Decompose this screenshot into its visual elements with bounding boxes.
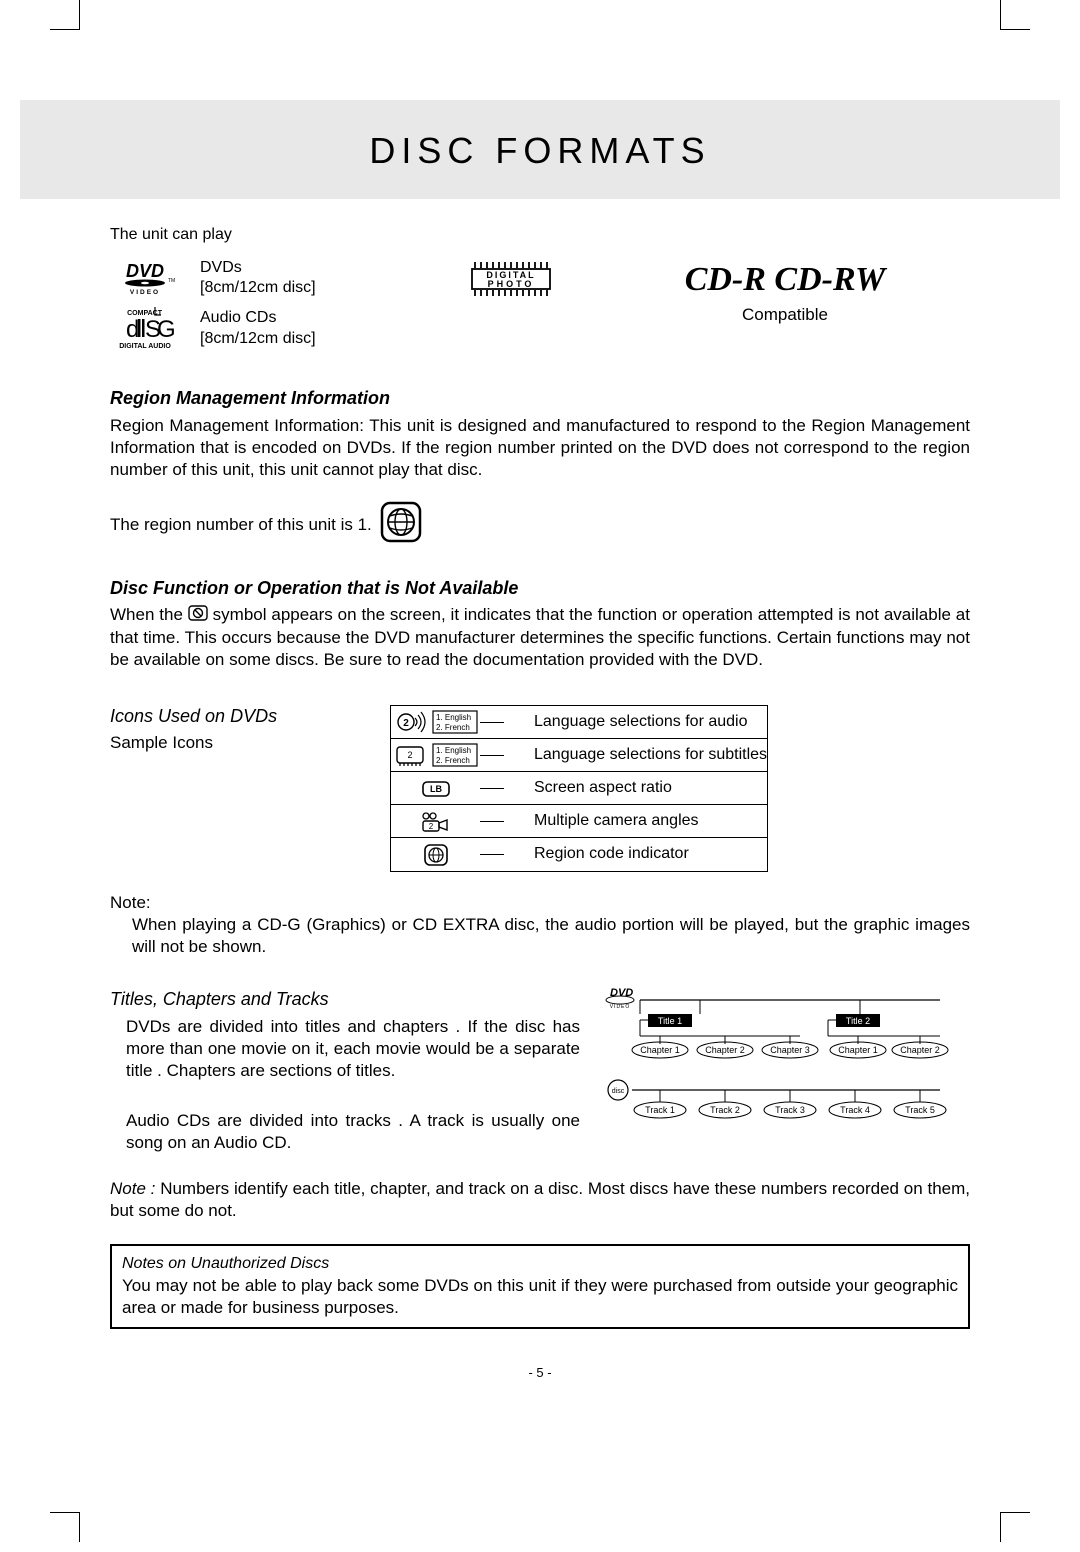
cd-sub: [8cm/12cm disc]	[200, 329, 316, 350]
icon-row-audio: 2 1. English 2. French Language selectio…	[391, 706, 767, 739]
region-number-text: The region number of this unit is 1.	[110, 514, 372, 536]
crop-marks-top	[0, 0, 1080, 40]
icon-row-subtitle: 2 1. English 2. French Language selectio…	[391, 739, 767, 772]
svg-text:2. French: 2. French	[436, 723, 470, 732]
unauthorized-box: Notes on Unauthorized Discs You may not …	[110, 1244, 970, 1329]
page-title: DISC FORMATS	[20, 128, 1060, 175]
svg-text:VIDEO: VIDEO	[130, 289, 160, 295]
svg-text:2: 2	[407, 750, 412, 760]
svg-text:LB: LB	[430, 784, 442, 794]
aspect-ratio-icon: LB	[391, 774, 481, 802]
dvd-logo-item: DVD VIDEO TM DVDs [8cm/12cm disc]	[110, 258, 420, 300]
cdr-label: CD-R CD-RW	[685, 261, 886, 298]
icon-row-label: Multiple camera angles	[534, 811, 699, 832]
icon-row-label: Screen aspect ratio	[534, 778, 672, 799]
svg-text:DVD: DVD	[126, 261, 164, 281]
svg-text:PHOTO: PHOTO	[488, 279, 535, 289]
titles-heading: Titles, Chapters and Tracks	[110, 988, 580, 1011]
svg-text:Track 2: Track 2	[710, 1105, 740, 1115]
svg-text:Track 5: Track 5	[905, 1105, 935, 1115]
svg-text:Title 1: Title 1	[658, 1016, 682, 1026]
numbers-note-prefix: Note :	[110, 1179, 160, 1198]
cd-label: Audio CDs	[200, 308, 316, 329]
unauthorized-heading: Notes on Unauthorized Discs	[122, 1254, 958, 1275]
page-content: DISC FORMATS The unit can play DVD VIDEO…	[0, 40, 1080, 1412]
icon-row-label: Language selections for subtitles	[534, 745, 767, 766]
region-code-icon	[391, 841, 481, 869]
svg-text:2: 2	[429, 822, 434, 831]
note-block: Note: When playing a CD-G (Graphics) or …	[110, 892, 970, 958]
notavail-after: symbol appears on the screen, it indicat…	[110, 605, 970, 669]
icon-row-label: Region code indicator	[534, 844, 689, 865]
camera-angle-icon: 2	[391, 807, 481, 835]
cd-logo-item: COMPACT d S G DIGITAL AUDIO Audio CDs [8…	[110, 307, 420, 351]
svg-text:2. French: 2. French	[436, 756, 470, 765]
svg-text:VIDEO: VIDEO	[610, 1004, 631, 1010]
titles-p1: DVDs are divided into titles and chapter…	[126, 1016, 580, 1082]
note-body: When playing a CD-G (Graphics) or CD EXT…	[132, 914, 970, 958]
icon-row-aspect: LB Screen aspect ratio	[391, 772, 767, 805]
left-logos: DVD VIDEO TM DVDs [8cm/12cm disc] COMPAC…	[110, 258, 420, 360]
format-logos-row: DVD VIDEO TM DVDs [8cm/12cm disc] COMPAC…	[110, 258, 970, 360]
note-label: Note:	[110, 892, 970, 914]
region-number-line: The region number of this unit is 1.	[110, 501, 970, 549]
region-body: Region Management Information: This unit…	[110, 415, 970, 481]
svg-text:Title 2: Title 2	[846, 1016, 870, 1026]
svg-text:Track 1: Track 1	[645, 1105, 675, 1115]
notavail-body: When the symbol appears on the screen, i…	[110, 604, 970, 671]
svg-text:DIGITAL AUDIO: DIGITAL AUDIO	[119, 343, 171, 350]
icons-sub: Sample Icons	[110, 732, 390, 754]
icon-row-region: Region code indicator	[391, 838, 767, 871]
digital-photo-logo-icon: DIGITAL PHOTO	[420, 258, 600, 360]
compact-disc-logo-icon: COMPACT d S G DIGITAL AUDIO	[110, 307, 180, 351]
svg-text:Track 3: Track 3	[775, 1105, 805, 1115]
svg-text:1. English: 1. English	[436, 713, 471, 722]
titles-p2: Audio CDs are divided into tracks . A tr…	[126, 1110, 580, 1154]
svg-text:TM: TM	[168, 278, 175, 284]
region-heading: Region Management Information	[110, 387, 970, 410]
svg-text:Track 4: Track 4	[840, 1105, 870, 1115]
subtitle-lang-icon: 2 1. English 2. French	[391, 741, 481, 769]
icons-table-wrap: 2 1. English 2. French Language selectio…	[390, 705, 768, 872]
region-globe-icon	[380, 501, 422, 549]
svg-text:G: G	[157, 316, 176, 343]
page-title-band: DISC FORMATS	[20, 100, 1060, 199]
icon-row-label: Language selections for audio	[534, 712, 748, 733]
svg-text:Chapter 1: Chapter 1	[640, 1045, 680, 1055]
icons-section: Icons Used on DVDs Sample Icons 2 1. Eng…	[110, 705, 970, 872]
audio-lang-icon: 2 1. English 2. French	[391, 708, 481, 736]
titles-diagram: DVD VIDEO Title 1 Title 2 Chapter 1 Chap…	[580, 980, 970, 1154]
cdr-cdrw-logo: CD-R CD-RW Compatible	[600, 258, 970, 360]
notavail-heading: Disc Function or Operation that is Not A…	[110, 577, 970, 600]
numbers-note-body: Numbers identify each title, chapter, an…	[110, 1179, 970, 1220]
svg-text:1. English: 1. English	[436, 746, 471, 755]
icon-row-camera: 2 Multiple camera angles	[391, 805, 767, 838]
svg-text:Chapter 3: Chapter 3	[770, 1045, 810, 1055]
dvd-label: DVDs	[200, 258, 316, 279]
prohibit-icon	[188, 605, 208, 627]
dvd-sub: [8cm/12cm disc]	[200, 278, 316, 299]
svg-text:Chapter 2: Chapter 2	[900, 1045, 940, 1055]
titles-section: Titles, Chapters and Tracks DVDs are div…	[110, 980, 970, 1154]
icons-heading: Icons Used on DVDs	[110, 705, 390, 728]
unauthorized-body: You may not be able to play back some DV…	[122, 1275, 958, 1319]
cdr-sub: Compatible	[600, 304, 970, 326]
crop-marks-bottom	[0, 1492, 1080, 1552]
numbers-note: Note : Numbers identify each title, chap…	[110, 1178, 970, 1222]
svg-text:d: d	[126, 316, 139, 343]
svg-text:disc: disc	[612, 1088, 625, 1095]
svg-text:2: 2	[403, 718, 409, 729]
icons-table: 2 1. English 2. French Language selectio…	[390, 705, 768, 872]
svg-text:Chapter 1: Chapter 1	[838, 1045, 878, 1055]
notavail-before: When the	[110, 605, 188, 624]
intro-text: The unit can play	[110, 225, 970, 246]
svg-text:Chapter 2: Chapter 2	[705, 1045, 745, 1055]
dvd-video-logo-icon: DVD VIDEO TM	[110, 261, 180, 295]
page-number: - 5 -	[110, 1365, 970, 1382]
